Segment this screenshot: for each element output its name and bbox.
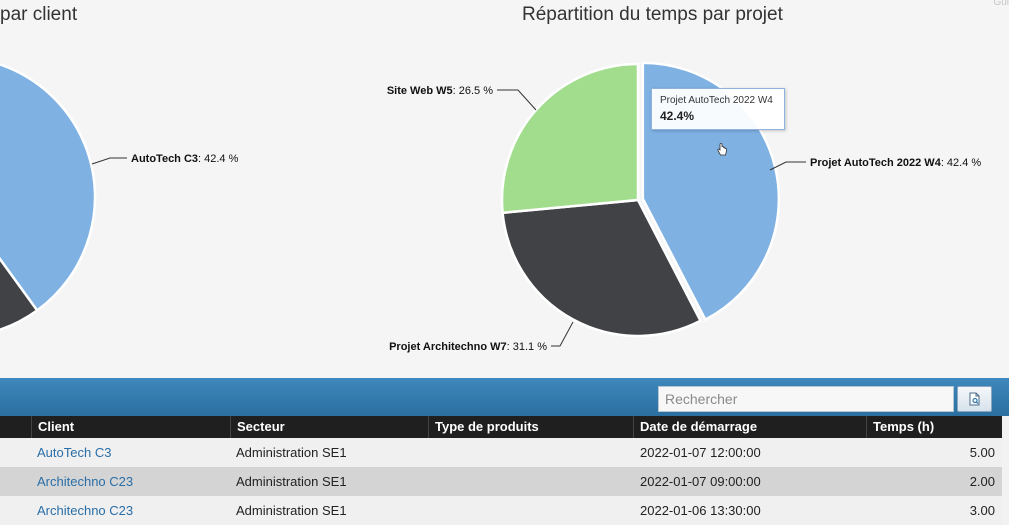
table-header: Client Secteur Type de produits Date de … [0,416,1002,438]
pie-label-connector [497,89,537,111]
pie-slice[interactable] [0,57,97,313]
header-client[interactable]: Client [31,416,230,438]
right-chart-title: Répartition du temps par projet [522,4,783,25]
secteur-cell: Administration SE1 [236,474,347,489]
pie-label-autotech-c3: AutoTech C3: 42.4 % [131,153,239,165]
client-link[interactable]: Architechno C23 [37,474,134,489]
pie-label-site-web-w5: Site Web W5: 26.5 % [387,85,493,97]
pie-label-connector [91,157,127,165]
client-link[interactable]: Architechno C23 [37,503,134,518]
pie-slice[interactable] [501,198,703,338]
header-type-produits[interactable]: Type de produits [428,416,633,438]
header-cell-select [0,416,31,438]
temps-cell: 2.00 [969,474,995,489]
hand-cursor-icon [717,143,727,156]
pie-label-connector [769,161,806,171]
pie-tooltip: Projet AutoTech 2022 W4 42.4% [651,88,785,130]
pie-charts: AutoTech C3: 42.4 % Projet AutoTech 2022 … [0,57,981,353]
document-search-icon [969,392,979,406]
results-table: Client Secteur Type de produits Date de … [0,416,1002,525]
left-chart-title: par client [0,4,78,25]
secteur-cell: Administration SE1 [236,445,347,460]
left-pie-chart [0,57,97,337]
pie-slice[interactable] [0,197,39,337]
corner-text: Gui [993,0,1009,8]
pie-slice[interactable] [500,62,640,215]
date-cell: 2022-01-07 12:00:00 [640,445,761,460]
header-temps[interactable]: Temps (h) [866,416,1002,438]
temps-cell: 3.00 [969,503,995,518]
table-row[interactable]: AutoTech C3 Administration SE1 2022-01-07 … [0,438,1002,467]
date-cell: 2022-01-06 13:30:00 [640,503,761,518]
header-date-demarrage[interactable]: Date de démarrage [633,416,866,438]
pie-label-connector [551,321,574,347]
table-row[interactable]: Architechno C23 Administration SE1 2022-01… [0,496,1002,525]
date-cell: 2022-01-07 09:00:00 [640,474,761,489]
pie-label-autotech-w4: Projet AutoTech 2022 W4: 42.4 % [810,157,981,169]
tooltip-name: Projet AutoTech 2022 W4 [660,95,773,106]
pie-labels: AutoTech C3: 42.4 % Projet AutoTech 2022 … [91,85,981,353]
tooltip-value: 42.4% [660,109,695,123]
temps-cell: 5.00 [969,445,995,460]
client-link[interactable]: AutoTech C3 [37,445,112,460]
secteur-cell: Administration SE1 [236,503,347,518]
table-body: AutoTech C3 Administration SE1 2022-01-07 … [0,438,1002,525]
table-row[interactable]: Architechno C23 Administration SE1 2022-01… [0,467,1002,496]
pie-label-architechno-w7: Projet Architechno W7: 31.1 % [389,341,547,353]
header-secteur[interactable]: Secteur [230,416,428,438]
search-button[interactable] [957,386,992,412]
search-input[interactable] [658,386,954,412]
